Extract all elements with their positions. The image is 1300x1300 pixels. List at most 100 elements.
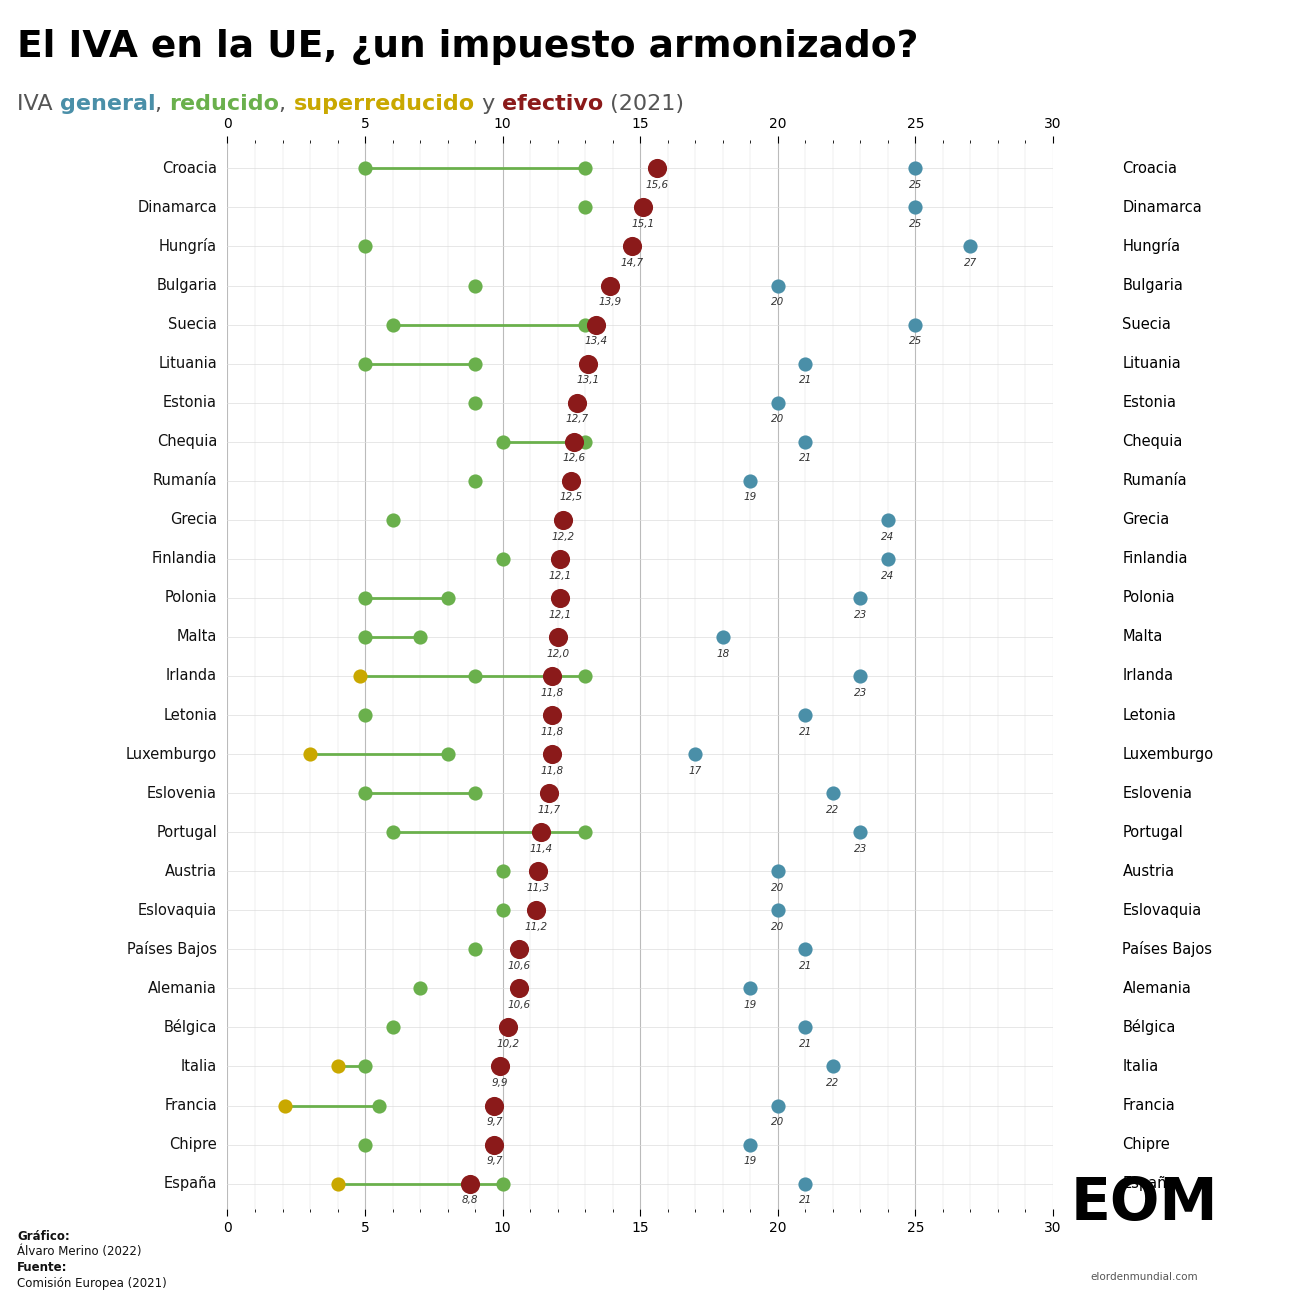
Text: Dinamarca: Dinamarca (138, 200, 217, 214)
Text: 12,5: 12,5 (560, 493, 582, 503)
Text: Eslovaquia: Eslovaquia (138, 902, 217, 918)
Point (586, 315, 607, 335)
Text: 11,4: 11,4 (529, 844, 552, 854)
Point (437, 744, 458, 764)
Text: 25: 25 (909, 337, 922, 346)
Point (542, 666, 563, 686)
Point (550, 549, 571, 569)
Text: 11,7: 11,7 (538, 805, 562, 815)
Point (368, 1095, 389, 1115)
Point (823, 1056, 844, 1076)
Point (355, 354, 376, 374)
Point (740, 978, 760, 998)
Text: Italia: Italia (181, 1060, 217, 1074)
Text: 27: 27 (963, 259, 978, 268)
Text: Chipre: Chipre (169, 1138, 217, 1152)
Text: y: y (474, 94, 502, 113)
Text: ,: , (155, 94, 169, 113)
Point (465, 276, 486, 296)
Point (796, 939, 816, 959)
Point (355, 1056, 376, 1076)
Text: 21: 21 (798, 727, 812, 737)
Point (740, 471, 760, 491)
Text: 13,9: 13,9 (598, 298, 621, 307)
Text: 21: 21 (798, 961, 812, 971)
Point (878, 510, 898, 530)
Point (823, 783, 844, 803)
Point (508, 978, 529, 998)
Point (542, 705, 563, 725)
Text: Malta: Malta (177, 629, 217, 645)
Text: elordenmundial.com: elordenmundial.com (1091, 1271, 1197, 1282)
Text: 22: 22 (827, 1078, 840, 1088)
Point (355, 627, 376, 647)
Point (498, 1017, 519, 1037)
Text: 9,9: 9,9 (491, 1078, 508, 1088)
Point (465, 666, 486, 686)
Point (410, 627, 430, 647)
Point (712, 627, 733, 647)
Text: 19: 19 (744, 1156, 757, 1166)
Point (465, 783, 486, 803)
Text: Países Bajos: Países Bajos (127, 941, 217, 957)
Text: Comisión Europea (2021): Comisión Europea (2021) (17, 1277, 166, 1290)
Point (382, 1017, 403, 1037)
Point (493, 432, 514, 452)
Point (493, 549, 514, 569)
Point (878, 549, 898, 569)
Point (575, 666, 595, 686)
Point (575, 159, 595, 179)
Point (525, 900, 546, 920)
Point (796, 1017, 816, 1037)
Text: Croacia: Croacia (162, 161, 217, 176)
Text: 25: 25 (909, 181, 922, 190)
Text: 21: 21 (798, 376, 812, 385)
Point (633, 198, 654, 218)
Text: 9,7: 9,7 (486, 1156, 503, 1166)
Text: 13,4: 13,4 (585, 337, 608, 346)
Text: reducido: reducido (169, 94, 280, 113)
Text: Grecia: Grecia (170, 512, 217, 528)
Point (465, 471, 486, 491)
Text: 23: 23 (854, 688, 867, 698)
Text: Estonia: Estonia (162, 395, 217, 411)
Text: 12,1: 12,1 (549, 571, 572, 581)
Text: 11,8: 11,8 (541, 688, 564, 698)
Text: 15,6: 15,6 (645, 181, 668, 190)
Point (355, 588, 376, 608)
Point (796, 705, 816, 725)
Point (465, 393, 486, 413)
Text: 10,6: 10,6 (507, 961, 530, 971)
Text: Austria: Austria (165, 863, 217, 879)
Point (796, 432, 816, 452)
Text: 19: 19 (744, 1000, 757, 1010)
Text: 20: 20 (771, 298, 784, 307)
Point (796, 354, 816, 374)
Text: 25: 25 (909, 220, 922, 229)
Point (493, 861, 514, 881)
Point (550, 588, 571, 608)
Text: Irlanda: Irlanda (166, 668, 217, 684)
Point (528, 861, 549, 881)
Text: 23: 23 (854, 844, 867, 854)
Point (355, 159, 376, 179)
Text: 23: 23 (854, 610, 867, 620)
Point (382, 822, 403, 842)
Text: 19: 19 (744, 493, 757, 503)
Point (575, 822, 595, 842)
Point (490, 1056, 511, 1076)
Point (575, 198, 595, 218)
Point (465, 939, 486, 959)
Text: 20: 20 (771, 1117, 784, 1127)
Text: Rumanía: Rumanía (152, 473, 217, 489)
Text: 12,0: 12,0 (546, 649, 569, 659)
Point (575, 315, 595, 335)
Point (540, 783, 560, 803)
Point (767, 1095, 788, 1115)
Text: 13,1: 13,1 (576, 376, 599, 385)
Point (459, 1173, 480, 1193)
Text: 11,2: 11,2 (524, 922, 547, 932)
Point (685, 744, 706, 764)
Text: IVA: IVA (17, 94, 60, 113)
Point (274, 1095, 295, 1115)
